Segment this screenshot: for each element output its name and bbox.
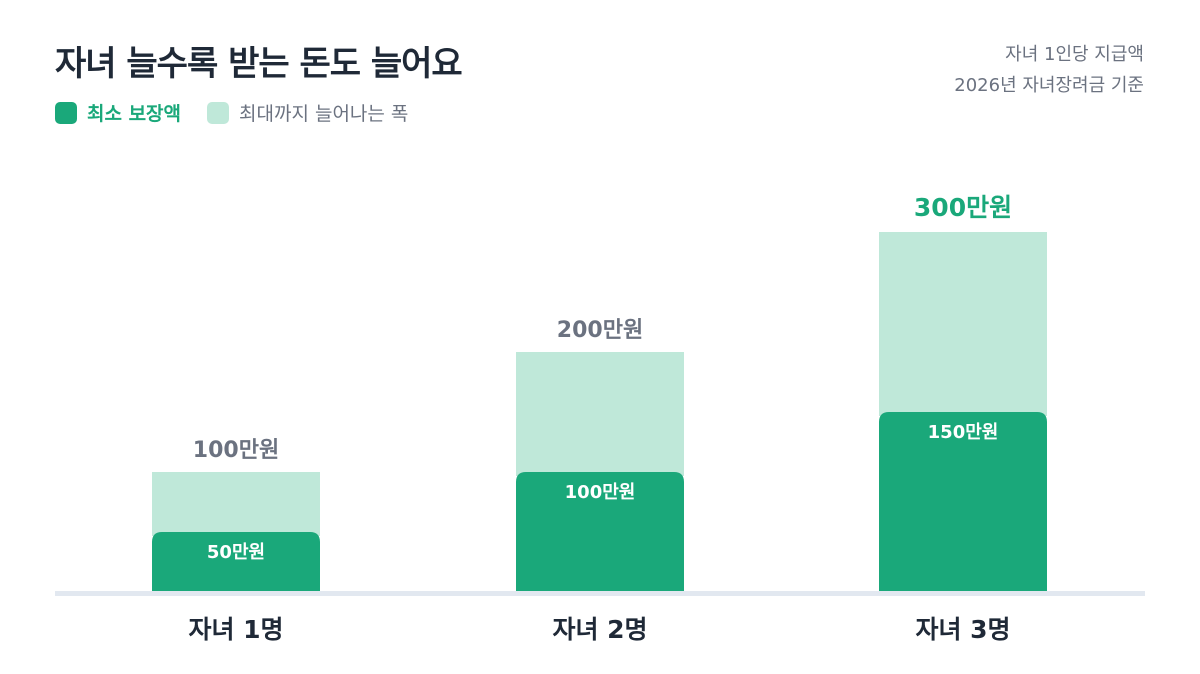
legend-swatch-range	[207, 101, 230, 124]
bar-range-2	[516, 352, 684, 476]
bar-min-label-1: 50만원	[207, 542, 265, 563]
x-tick-label-2: 자녀 2명	[552, 615, 647, 644]
legend-swatch-min	[55, 101, 77, 124]
x-axis-baseline	[55, 591, 1145, 596]
bar-total-label-2: 200만원	[557, 318, 643, 343]
bar-min-label-3: 150만원	[928, 422, 999, 443]
legend-label-min: 최소 보장액	[87, 103, 182, 125]
bar-total-label-1: 100만원	[193, 438, 279, 463]
bar-min-3	[879, 412, 1047, 592]
bar-min-2	[516, 472, 684, 592]
bar-range-3	[879, 232, 1047, 416]
legend-label-range: 최대까지 늘어나는 폭	[239, 103, 409, 125]
legend-item-min: 최소 보장액	[55, 99, 181, 126]
chart-legend: 최소 보장액 최대까지 늘어나는 폭	[55, 99, 434, 126]
chart-title: 자녀 늘수록 받는 돈도 늘어요	[55, 44, 463, 84]
legend-item-range: 최대까지 늘어나는 폭	[207, 99, 408, 126]
bar-min-1	[152, 532, 320, 592]
bar-total-label-3: 300만원	[914, 193, 1012, 222]
bar-min-label-2: 100만원	[565, 482, 636, 503]
x-tick-label-3: 자녀 3명	[915, 615, 1010, 644]
bar-range-1	[152, 472, 320, 536]
chart-note-basis: 2026년 자녀장려금 기준	[954, 75, 1144, 96]
x-tick-label-1: 자녀 1명	[188, 615, 283, 644]
chart-note-unit: 자녀 1인당 지급액	[1005, 44, 1144, 65]
